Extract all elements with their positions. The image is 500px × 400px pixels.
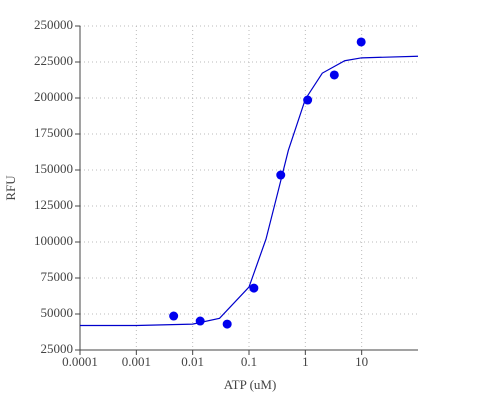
data-point: [303, 95, 313, 105]
x-axis-label: ATP (uM): [224, 377, 277, 392]
y-tick-label: 200000: [34, 89, 73, 104]
y-tick-label: 125000: [34, 197, 73, 212]
x-tick-label: 0.0001: [62, 354, 98, 369]
data-point: [329, 70, 339, 80]
fit-curve: [79, 55, 419, 327]
y-tick-label: 50000: [41, 305, 74, 320]
x-tick-label: 1: [302, 354, 309, 369]
y-tick-label: 175000: [34, 125, 73, 140]
data-point: [222, 319, 232, 329]
data-point: [195, 316, 205, 326]
y-tick-label: 25000: [41, 341, 74, 356]
x-tick-label: 0.01: [181, 354, 204, 369]
data-point: [249, 283, 259, 293]
y-tick-label: 100000: [34, 233, 73, 248]
data-point: [169, 311, 179, 321]
data-point: [356, 37, 366, 47]
y-tick-label: 75000: [41, 269, 74, 284]
x-tick-label: 0.1: [241, 354, 257, 369]
data-point: [276, 170, 286, 180]
y-axis-label: RFU: [3, 175, 18, 201]
y-tick-label: 225000: [34, 53, 73, 68]
y-tick-label: 150000: [34, 161, 73, 176]
x-tick-label: 0.001: [122, 354, 151, 369]
x-tick-label: 10: [355, 354, 368, 369]
y-tick-label: 250000: [34, 17, 73, 32]
